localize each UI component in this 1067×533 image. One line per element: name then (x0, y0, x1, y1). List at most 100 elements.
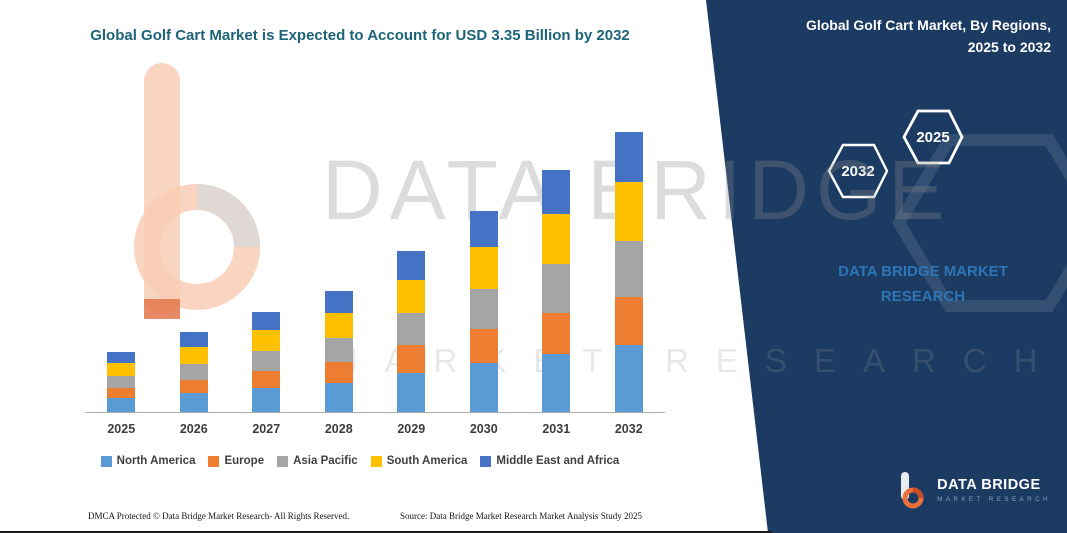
panel-title: Global Golf Cart Market, By Regions, 202… (805, 17, 1051, 55)
legend-item-middle-east-and-africa: Middle East and Africa (480, 455, 619, 467)
dmca-notice: DMCA Protected © Data Bridge Market Rese… (88, 511, 350, 521)
segment-2027-asia-pacific (252, 351, 281, 371)
segment-2032-middle-east-and-africa (614, 132, 643, 182)
hexagon-2032: 2032 (826, 142, 890, 200)
chart-plot-area (85, 120, 665, 413)
segment-2029-middle-east-and-africa (397, 251, 426, 280)
stacked-bar-2030 (469, 211, 498, 412)
segment-2028-south-america (324, 313, 353, 338)
segment-2029-europe (397, 345, 426, 373)
data-bridge-logo-icon (901, 472, 924, 509)
stacked-bar-2027 (252, 312, 281, 412)
segment-2025-asia-pacific (107, 376, 136, 388)
segment-2025-south-america (107, 363, 136, 376)
segment-2028-europe (324, 362, 353, 383)
segment-2026-south-america (179, 347, 208, 364)
right-panel: Global Golf Cart Market, By Regions, 202… (706, 0, 1067, 533)
stacked-bar-2032 (614, 132, 643, 412)
stacked-bar-2028 (324, 291, 353, 412)
bottom-border-line (0, 531, 772, 533)
segment-2027-middle-east-and-africa (252, 312, 281, 330)
legend-item-europe: Europe (208, 455, 264, 467)
hexagon-2025: 2025 (901, 108, 965, 166)
footer-logo-name: DATA BRIDGE (937, 477, 1041, 493)
legend-label-middle-east-and-africa: Middle East and Africa (496, 455, 620, 467)
segment-2026-europe (179, 380, 208, 393)
legend-swatch-europe (208, 455, 220, 467)
segment-2026-north-america (179, 393, 208, 412)
legend-swatch-asia-pacific (277, 455, 289, 467)
segment-2031-europe (542, 313, 571, 354)
stacked-bar-2026 (179, 332, 208, 412)
segment-2031-middle-east-and-africa (542, 170, 571, 214)
chart-title: Global Golf Cart Market is Expected to A… (90, 27, 630, 44)
segment-2029-asia-pacific (397, 313, 426, 345)
segment-2032-asia-pacific (614, 241, 643, 297)
segment-2031-asia-pacific (542, 264, 571, 313)
segment-2032-europe (614, 297, 643, 345)
source-notice: Source: Data Bridge Market Research Mark… (400, 511, 642, 521)
legend-swatch-north-america (100, 455, 112, 467)
bar-2027 (230, 312, 303, 412)
bar-2030 (448, 211, 521, 412)
legend-item-north-america: North America (100, 455, 196, 467)
x-label-2031: 2031 (542, 422, 571, 436)
segment-2030-europe (469, 329, 498, 363)
segment-2030-north-america (469, 363, 498, 412)
chart-legend: North America Europe Asia Pacific South Ame… (30, 455, 690, 467)
bar-2026 (158, 332, 231, 412)
segment-2030-asia-pacific (469, 289, 498, 329)
segment-2032-north-america (614, 345, 643, 412)
bar-2031 (520, 170, 593, 412)
hexagon-2032-shape (827, 143, 889, 199)
segment-2031-south-america (542, 214, 571, 264)
panel-brand-text: DATA BRIDGE MARKET RESEARCH (838, 263, 1008, 305)
hexagon-2032-label: 2032 (841, 162, 875, 180)
hexagon-2025-shape (902, 109, 964, 165)
segment-2028-middle-east-and-africa (324, 291, 353, 313)
segment-2025-middle-east-and-africa (107, 352, 136, 363)
legend-label-north-america: North America (116, 455, 196, 467)
segment-2027-south-america (252, 330, 281, 351)
segment-2027-europe (252, 371, 281, 388)
stacked-bar-2025 (107, 352, 136, 412)
footer-logo-subtitle: MARKET RESEARCH (937, 496, 1051, 503)
bar-2032 (593, 132, 666, 412)
segment-2027-north-america (252, 388, 281, 412)
segment-2026-asia-pacific (179, 364, 208, 380)
legend-label-europe: Europe (224, 455, 265, 467)
legend-item-asia-pacific: Asia Pacific (277, 455, 358, 467)
x-label-2027: 2027 (252, 422, 281, 436)
x-axis-labels: 2025 2026 2027 2028 2029 2030 2031 2032 (85, 422, 665, 436)
x-label-2026: 2026 (179, 422, 208, 436)
segment-2029-south-america (397, 280, 426, 313)
x-label-2028: 2028 (324, 422, 353, 436)
bars-container (85, 120, 665, 412)
hexagon-watermark-icon (891, 134, 1067, 312)
segment-2031-north-america (542, 354, 571, 412)
footer-logo: DATA BRIDGE MARKET RESEARCH (894, 471, 1051, 509)
bar-2028 (303, 291, 376, 412)
segment-2026-middle-east-and-africa (179, 332, 208, 347)
legend-label-asia-pacific: Asia Pacific (293, 455, 358, 467)
bar-2029 (375, 251, 448, 412)
segment-2028-asia-pacific (324, 338, 353, 362)
segment-2025-europe (107, 388, 136, 398)
hexagon-2025-label: 2025 (916, 128, 950, 146)
x-label-2029: 2029 (397, 422, 426, 436)
segment-2030-south-america (469, 247, 498, 289)
segment-2028-north-america (324, 383, 353, 412)
x-label-2032: 2032 (614, 422, 643, 436)
x-label-2030: 2030 (469, 422, 498, 436)
legend-label-south-america: South America (386, 455, 468, 467)
bar-2025 (85, 352, 158, 412)
legend-swatch-middle-east-and-africa (480, 455, 492, 467)
legend-item-south-america: South America (370, 455, 468, 467)
segment-2025-north-america (107, 398, 136, 412)
x-label-2025: 2025 (107, 422, 136, 436)
stacked-bar-2029 (397, 251, 426, 412)
segment-2032-south-america (614, 182, 643, 241)
footer-logo-text: DATA BRIDGE MARKET RESEARCH (937, 477, 1051, 503)
segment-2029-north-america (397, 373, 426, 412)
